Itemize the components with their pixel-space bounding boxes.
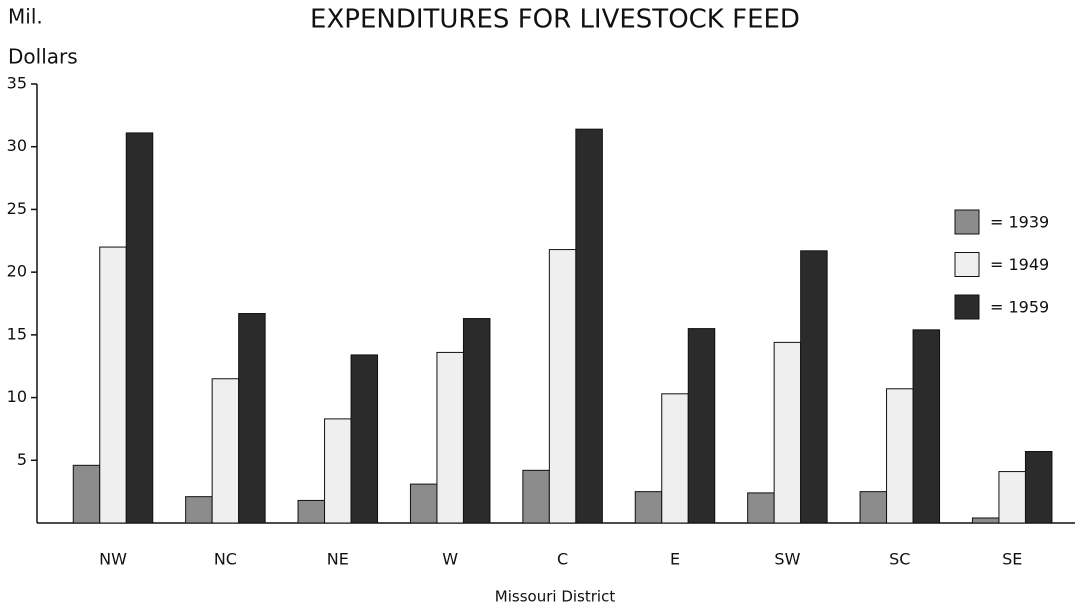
- bar: [548, 249, 577, 524]
- bar: [687, 328, 716, 524]
- legend-swatch: [954, 209, 980, 235]
- y-tick-label: 15: [7, 324, 27, 343]
- bar: [1024, 451, 1053, 524]
- y-tick-label: 20: [7, 262, 27, 281]
- bar: [211, 378, 240, 524]
- bar: [297, 499, 326, 524]
- bar: [185, 496, 213, 524]
- bar: [99, 246, 127, 524]
- y-tick-label: 35: [7, 74, 27, 93]
- bar: [661, 393, 689, 524]
- bar: [324, 418, 352, 524]
- x-tick-label: NE: [327, 550, 349, 569]
- bar: [238, 313, 266, 524]
- x-tick-label: SW: [774, 550, 800, 569]
- y-tick-label: 5: [17, 450, 27, 469]
- legend-label: = 1949: [990, 255, 1049, 274]
- y-tick-label: 30: [7, 136, 27, 155]
- x-tick-label: E: [670, 550, 680, 569]
- bar: [125, 132, 154, 524]
- x-tick-label: W: [442, 550, 458, 569]
- bar: [575, 128, 603, 524]
- y-axis-label: Mil.: [8, 5, 43, 29]
- legend-swatch: [954, 294, 980, 320]
- bar: [971, 517, 1000, 524]
- bar: [634, 491, 663, 524]
- x-tick-label: SE: [1002, 550, 1022, 569]
- x-axis-label: Missouri District: [495, 588, 616, 606]
- y-tick-label: 25: [7, 199, 27, 218]
- x-tick-label: NC: [214, 550, 237, 569]
- legend-swatch: [954, 252, 980, 277]
- bar: [773, 341, 802, 524]
- y-tick-label: 10: [7, 387, 27, 406]
- x-tick-label: SC: [889, 550, 910, 569]
- bar: [350, 354, 379, 524]
- bar: [998, 471, 1026, 524]
- x-tick-label: C: [557, 550, 568, 569]
- x-tick-label: NW: [99, 550, 127, 569]
- bar: [409, 483, 438, 524]
- bar: [859, 491, 888, 524]
- bar: [886, 388, 914, 524]
- bar: [436, 351, 464, 524]
- legend-label: = 1959: [990, 298, 1049, 317]
- bar: [72, 464, 101, 524]
- y-axis-label: Dollars: [8, 45, 78, 69]
- bar: [800, 250, 828, 524]
- chart-title: EXPENDITURES FOR LIVESTOCK FEED: [310, 5, 800, 35]
- legend-label: = 1939: [990, 213, 1049, 232]
- bar: [522, 469, 550, 524]
- bar: [462, 318, 491, 524]
- bar: [912, 329, 941, 524]
- bar: [747, 492, 775, 524]
